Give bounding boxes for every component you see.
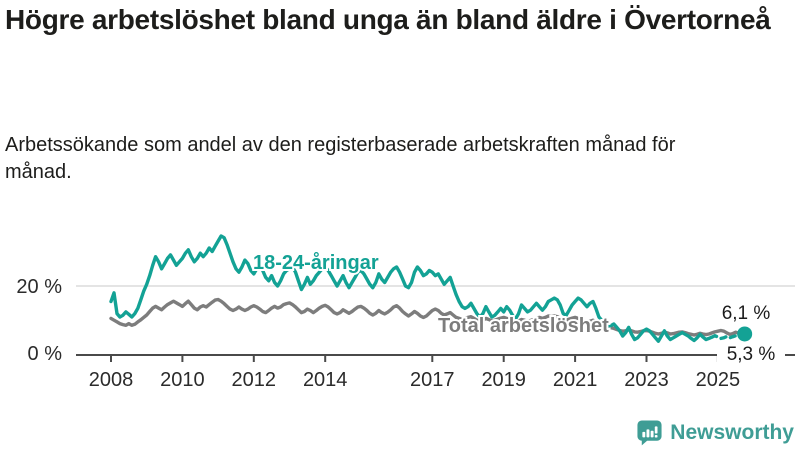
x-tick-label: 2017 <box>410 369 455 391</box>
y-label-20: 20 % <box>16 276 62 298</box>
end-label-total: 5,3 % <box>727 344 776 365</box>
series-label-total: Total arbetslöshet <box>438 315 609 337</box>
series-label-youth: 18-24-åringar <box>253 251 379 274</box>
series-line-total <box>109 297 747 339</box>
y-label-0: 0 % <box>28 343 63 365</box>
end-label-youth: 6,1 % <box>722 303 771 324</box>
chart-title: Högre arbetslöshet bland unga än bland ä… <box>5 4 771 35</box>
series-line-youth <box>109 234 714 343</box>
end-dot-youth <box>737 326 753 342</box>
end-label-total-bg <box>717 344 785 364</box>
x-tick-label: 2012 <box>232 369 277 391</box>
x-tick-label: 2010 <box>160 369 205 391</box>
x-tick-label: 2021 <box>553 369 598 391</box>
newsworthy-logo: Newsworthy <box>636 419 794 446</box>
bar-chart-speech-bubble-icon <box>637 420 662 446</box>
newsworthy-logo-text: Newsworthy <box>670 420 794 444</box>
chart-subtitle: Arbetssökande som andel av den registerb… <box>5 134 676 183</box>
unemployment-line-chart: 2008 2010 2012 2014 2017 2019 2021 2023 2025 20 %… <box>16 234 795 391</box>
x-tick-label: 2023 <box>624 369 669 391</box>
x-tick-label: 2019 <box>481 369 526 391</box>
x-tick-label: 2025 <box>696 369 741 391</box>
x-tick-label: 2008 <box>89 369 134 391</box>
x-tick-label: 2014 <box>303 369 348 391</box>
